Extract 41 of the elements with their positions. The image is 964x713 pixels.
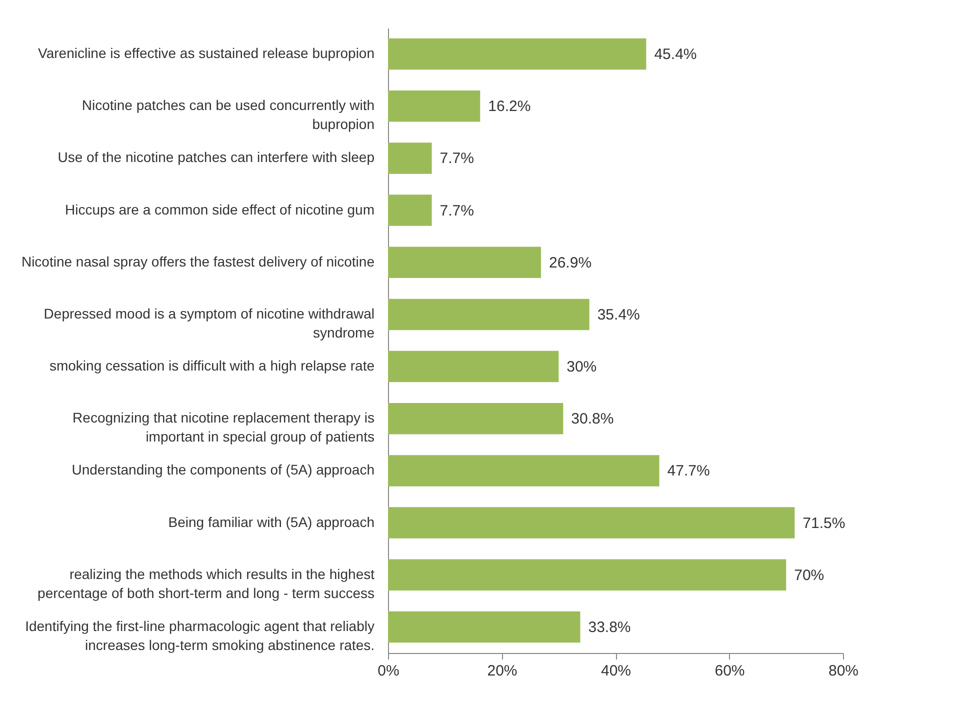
y-tick-label: smoking cessation is difficult with a high relapse rate bbox=[49, 358, 375, 374]
bar bbox=[388, 507, 795, 538]
data-label: 30% bbox=[566, 358, 597, 376]
y-tick-label: Depressed mood is a symptom of nicotine withdrawal syndrome bbox=[44, 305, 375, 340]
y-tick-label: realizing the methods which results in the highest percentage of both short-term and long - term success bbox=[38, 566, 375, 601]
data-label: 7.7% bbox=[440, 202, 474, 220]
data-label: 70% bbox=[794, 566, 824, 584]
y-tick-label: Understanding the components of (5A) approach bbox=[72, 462, 374, 478]
x-tick-label: 20% bbox=[487, 662, 518, 680]
bar bbox=[388, 38, 646, 70]
y-tick-label: Hiccups are a common side effect of nicotine gum bbox=[65, 201, 374, 218]
y-tick-label: Nicotine nasal spray offers the fastest delivery of nicotine bbox=[21, 253, 375, 270]
data-label: 35.4% bbox=[597, 306, 640, 324]
y-tick-label: Varenicline is effective as sustained release bupropion bbox=[38, 45, 374, 62]
y-tick-label: Being familiar with (5A) approach bbox=[168, 514, 374, 530]
y-tick-label: Recognizing that nicotine replacement therapy is important in special group of patients bbox=[72, 410, 374, 445]
bar bbox=[388, 403, 564, 434]
x-tick-label: 60% bbox=[714, 662, 745, 680]
data-label: 30.8% bbox=[571, 410, 614, 428]
y-tick-label: Use of the nicotine patches can interfere with sleep bbox=[58, 149, 375, 166]
bar bbox=[388, 298, 590, 330]
x-tick-label: 80% bbox=[828, 662, 859, 680]
data-label: 45.4% bbox=[654, 46, 697, 64]
bar bbox=[388, 350, 559, 382]
bar bbox=[388, 246, 541, 278]
bar bbox=[388, 142, 432, 174]
bar bbox=[388, 455, 660, 486]
data-label: 16.2% bbox=[488, 98, 531, 116]
x-tick-label: 40% bbox=[600, 662, 632, 680]
y-tick-label: Nicotine patches can be used concurrently with bupropion bbox=[82, 97, 374, 132]
data-label: 71.5% bbox=[802, 514, 846, 532]
bar bbox=[388, 559, 786, 590]
x-tick-label: 0% bbox=[378, 662, 400, 680]
data-label: 47.7% bbox=[667, 462, 710, 480]
bar bbox=[388, 90, 480, 122]
bar bbox=[388, 611, 580, 643]
data-label: 26.9% bbox=[548, 254, 592, 272]
data-label: 7.7% bbox=[440, 150, 474, 168]
bar bbox=[388, 194, 432, 226]
data-label: 33.8% bbox=[588, 618, 631, 636]
y-tick-label: Identifying the first-line pharmacologic agent that reliably increases long-term smoking abstinence rates. bbox=[25, 618, 374, 653]
